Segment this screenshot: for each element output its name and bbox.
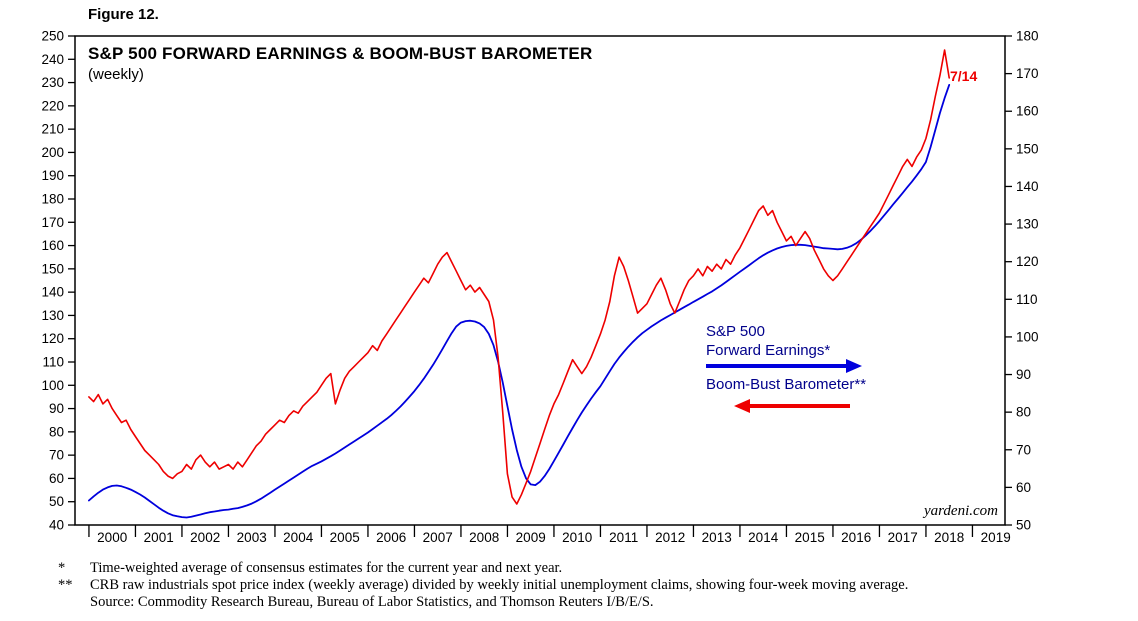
y-left-tick-label: 230 (41, 75, 64, 90)
y-left-tick-label: 140 (41, 285, 64, 300)
footnote-source-text: Source: Commodity Research Bureau, Burea… (90, 594, 654, 610)
y-left-tick-label: 100 (41, 378, 64, 393)
y-left-tick-label: 90 (49, 401, 64, 416)
x-tick-label: 2008 (469, 530, 499, 545)
y-right-tick-label: 180 (1016, 29, 1039, 44)
x-tick-label: 2006 (376, 530, 406, 545)
y-left-tick-label: 110 (42, 355, 64, 370)
x-tick-label: 2010 (562, 530, 592, 545)
y-right-tick-label: 60 (1016, 480, 1031, 495)
y-left-tick-label: 120 (41, 331, 64, 346)
boom-bust-left-arrow-icon (734, 399, 750, 413)
x-tick-label: 2007 (423, 530, 453, 545)
y-right-tick-label: 50 (1016, 518, 1031, 533)
x-tick-label: 2015 (795, 530, 825, 545)
x-tick-label: 2013 (702, 530, 732, 545)
y-left-tick-label: 200 (41, 145, 64, 160)
footnote-text: CRB raw industrials spot price index (we… (90, 577, 909, 593)
y-left-tick-label: 190 (41, 168, 64, 183)
watermark-yardeni: yardeni.com (923, 503, 998, 519)
x-tick-label: 2002 (190, 530, 220, 545)
x-tick-label: 2000 (97, 530, 127, 545)
footnote-marker (58, 594, 90, 611)
y-right-tick-label: 140 (1016, 179, 1039, 194)
footnote-marker: ** (58, 577, 73, 593)
y-right-tick-label: 130 (1016, 217, 1039, 232)
y-left-tick-label: 210 (41, 122, 64, 137)
chart-title: S&P 500 FORWARD EARNINGS & BOOM-BUST BAR… (88, 44, 593, 63)
y-left-tick-label: 130 (41, 308, 64, 323)
legend-forward-earnings: S&P 500 Forward Earnings* (706, 322, 830, 360)
y-right-tick-label: 160 (1016, 104, 1039, 119)
y-left-tick-label: 160 (41, 238, 64, 253)
x-tick-label: 2009 (516, 530, 546, 545)
footnotes: * Time-weighted average of consensus est… (58, 560, 1108, 611)
y-left-tick-label: 60 (49, 471, 64, 486)
y-left-tick-label: 220 (41, 98, 64, 113)
y-left-tick-label: 170 (41, 215, 64, 230)
chart-plot: 40 50 60 70 80 90 100 110 120 130 140 150 160 170 180 1… (41, 29, 1039, 546)
x-tick-label: 2011 (609, 530, 638, 545)
footnote-marker: * (58, 560, 66, 576)
x-tick-label: 2018 (934, 530, 964, 545)
y-left-tick-label: 40 (49, 518, 64, 533)
footnote-text: Time-weighted average of consensus estim… (90, 560, 563, 576)
forward-earnings-right-arrow-icon (846, 359, 862, 373)
y-right-tick-label: 80 (1016, 405, 1031, 420)
plot-border (74, 35, 1006, 526)
series-left (88, 49, 951, 505)
x-tick-label: 2016 (841, 530, 871, 545)
x-tick-label: 2019 (981, 530, 1011, 545)
x-tick-label: 2003 (237, 530, 267, 545)
x-tick-label: 2005 (330, 530, 360, 545)
figure-label: Figure 12. (88, 6, 159, 23)
x-tick-label: 2004 (283, 530, 314, 545)
y-left-tick-label: 250 (41, 29, 64, 44)
footnote-row: Source: Commodity Research Bureau, Burea… (58, 594, 1108, 611)
y-left-tick-label: 70 (49, 448, 64, 463)
y-right-tick-label: 150 (1016, 141, 1039, 156)
x-tick-label: 2001 (144, 530, 174, 545)
last-point-date-label: 7/14 (950, 68, 978, 84)
y-right-tick-label: 100 (1016, 329, 1039, 344)
series-right (88, 84, 951, 519)
legend-forward-earnings-line1: S&P 500 (706, 323, 765, 340)
y-right-tick-label: 120 (1016, 254, 1039, 269)
chart-subtitle: (weekly) (88, 66, 144, 83)
y-right-tick-label: 170 (1016, 66, 1039, 81)
x-tick-label: 2012 (655, 530, 685, 545)
y-right-tick-label: 70 (1016, 442, 1031, 457)
footnote-row: ** CRB raw industrials spot price index … (58, 577, 1108, 594)
x-tick-label: 2014 (748, 530, 779, 545)
y-right-tick-label: 110 (1016, 292, 1038, 307)
x-tick-label: 2017 (888, 530, 918, 545)
y-left-tick-label: 180 (41, 192, 64, 207)
y-left-tick-label: 80 (49, 424, 64, 439)
y-left-tick-label: 240 (41, 52, 64, 67)
y-right-tick-label: 90 (1016, 367, 1031, 382)
legend-boom-bust-label: Boom-Bust Barometer** (706, 376, 867, 393)
footnote-row: * Time-weighted average of consensus est… (58, 560, 1108, 577)
legend-forward-earnings-line2: Forward Earnings* (706, 342, 831, 359)
y-left-tick-label: 50 (49, 494, 64, 509)
y-left-tick-label: 150 (41, 261, 64, 276)
